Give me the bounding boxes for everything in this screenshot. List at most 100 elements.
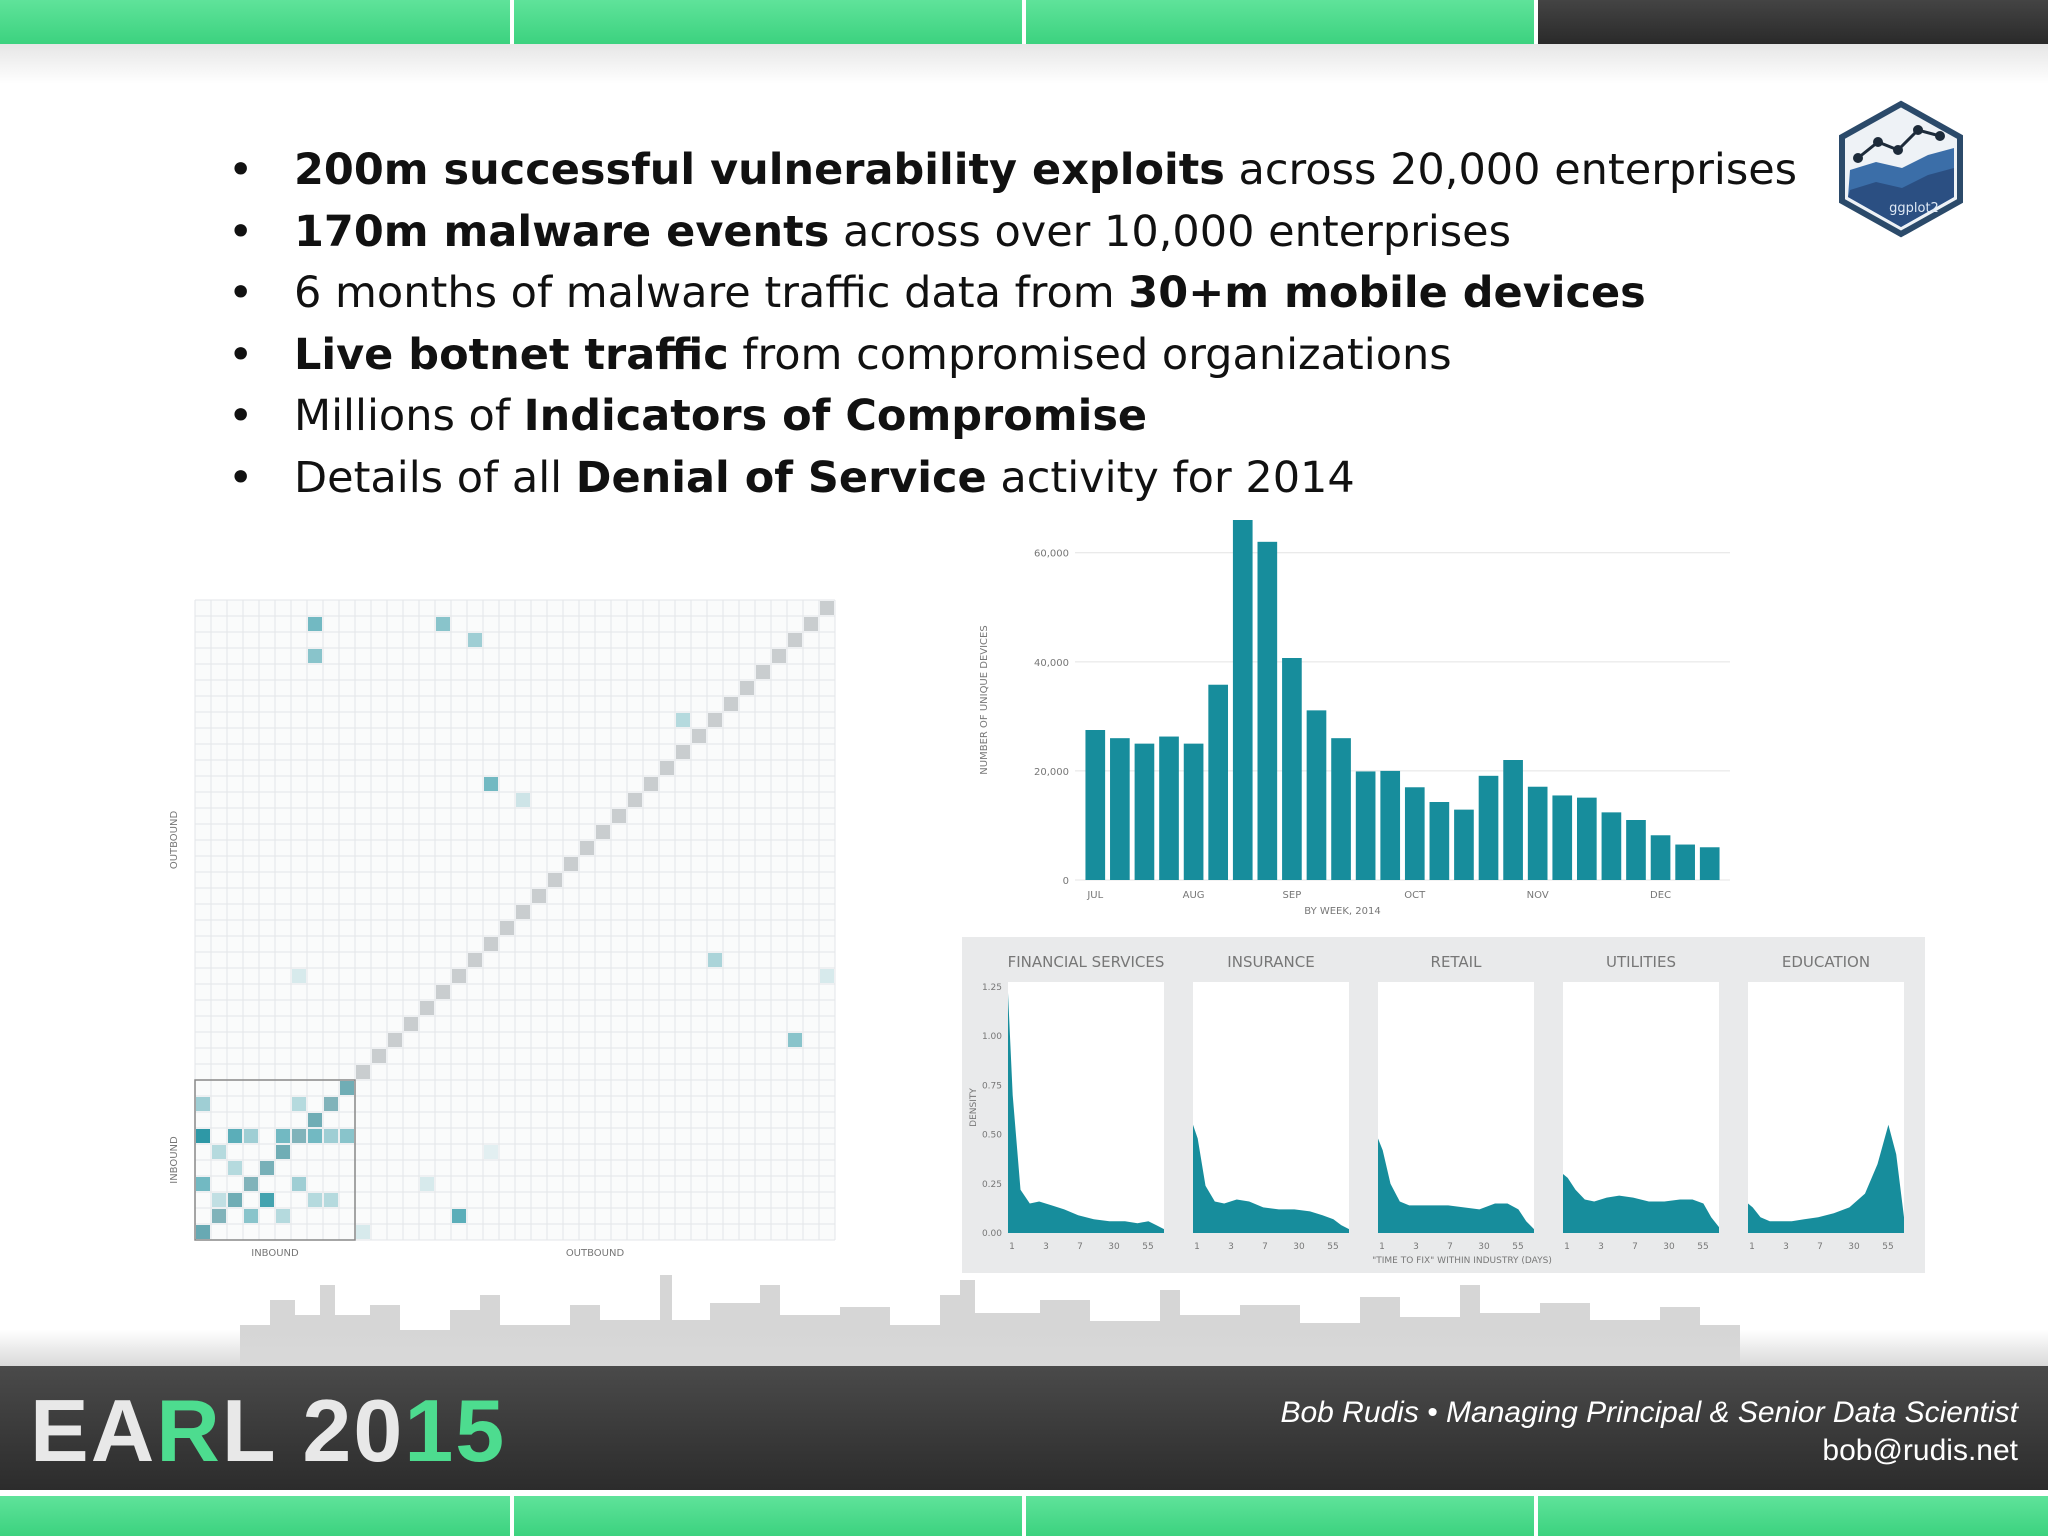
bar — [1159, 736, 1179, 880]
density-y-tick-label: 0.50 — [982, 1131, 1002, 1141]
event-brand: EARL 2015 — [30, 1386, 506, 1476]
bar — [1232, 520, 1253, 880]
bar — [1257, 541, 1278, 880]
top-accent-bar — [0, 0, 2048, 44]
bullet-text: from compromised organizations — [728, 329, 1452, 380]
matrix-diagonal-cell — [628, 793, 642, 807]
matrix-cell — [708, 953, 722, 967]
bar — [1454, 809, 1474, 880]
traffic-matrix-chart: INBOUND OUTBOUND OUTBOUND INBOUND — [169, 599, 836, 1259]
matrix-diagonal-cell — [596, 825, 610, 839]
matrix-cell — [228, 1193, 242, 1207]
density-panel-title: RETAIL — [1431, 953, 1483, 971]
matrix-cell — [436, 617, 450, 631]
density-x-axis-label: "TIME TO FIX" WITHIN INDUSTRY (DAYS) — [1372, 1256, 1552, 1266]
matrix-cell — [308, 617, 322, 631]
matrix-cell — [276, 1129, 290, 1143]
matrix-cell — [244, 1209, 258, 1223]
density-area — [1748, 1124, 1904, 1233]
matrix-cell — [212, 1193, 226, 1207]
matrix-diagonal-cell — [548, 873, 562, 887]
matrix-diagonal-cell — [468, 953, 482, 967]
matrix-diagonal-cell — [516, 905, 530, 919]
bottom-bar-segment — [0, 1496, 514, 1536]
density-x-tick-label: 7 — [1262, 1242, 1268, 1252]
density-y-axis-label: DENSITY — [969, 1088, 979, 1127]
density-x-tick-label: 55 — [1882, 1242, 1893, 1252]
matrix-cell — [308, 649, 322, 663]
matrix-diagonal-cell — [404, 1017, 418, 1031]
bar — [1331, 738, 1351, 880]
bullet-text: Millions of — [294, 391, 524, 441]
brand-text: EA — [30, 1381, 157, 1480]
bullet-text: 6 months of malware traffic data from — [294, 268, 1129, 318]
time-to-fix-density-chart: 0.00 0.25 0.50 0.75 1.00 1.25 DENSITY FINANCIAL… — [962, 937, 1925, 1273]
bar — [1478, 775, 1499, 880]
bar-x-tick-label: JUL — [1086, 890, 1103, 901]
bar-y-axis-label: NUMBER OF UNIQUE DEVICES — [979, 625, 990, 774]
matrix-diagonal-cell — [452, 969, 466, 983]
matrix-cell — [308, 1113, 322, 1127]
bar-x-tick-label: DEC — [1650, 890, 1671, 901]
bar-y-tick-label: 40,000 — [1034, 658, 1069, 669]
bar — [1503, 760, 1523, 880]
bar — [1601, 812, 1622, 880]
bar — [1183, 743, 1204, 880]
bar-y-tick-label: 60,000 — [1034, 549, 1069, 560]
density-x-tick-label: 55 — [1697, 1242, 1708, 1252]
matrix-cell — [212, 1145, 226, 1159]
matrix-cell — [292, 1177, 306, 1191]
density-y-tick-label: 0.00 — [982, 1229, 1002, 1239]
matrix-diagonal-cell — [500, 921, 514, 935]
matrix-diagonal-cell — [244, 1177, 258, 1191]
brand-text: L 20 — [221, 1381, 405, 1480]
matrix-diagonal-cell — [564, 857, 578, 871]
matrix-cell — [196, 1177, 210, 1191]
matrix-cell — [324, 1097, 338, 1111]
bar — [1085, 730, 1106, 880]
bottom-bar-segment — [1026, 1496, 1538, 1536]
density-y-tick-label: 0.75 — [982, 1081, 1002, 1091]
matrix-diagonal-cell — [532, 889, 546, 903]
density-x-tick-label: 30 — [1108, 1242, 1120, 1252]
density-area — [1008, 992, 1164, 1233]
bar-x-axis-label: BY WEEK, 2014 — [1304, 906, 1381, 917]
matrix-cell — [308, 1193, 322, 1207]
top-bar-segment — [1538, 0, 2048, 44]
bar — [1650, 835, 1671, 880]
x-axis-label-inbound: INBOUND — [251, 1248, 299, 1259]
density-area — [1378, 1138, 1534, 1233]
matrix-cell — [260, 1193, 274, 1207]
matrix-diagonal-cell — [660, 761, 674, 775]
density-x-tick-label: 30 — [1478, 1242, 1490, 1252]
density-area — [1193, 1124, 1349, 1233]
matrix-cell — [228, 1161, 242, 1175]
density-x-tick-label: 30 — [1293, 1242, 1305, 1252]
matrix-cell — [244, 1129, 258, 1143]
bullet-item: • 200m successful vulnerability exploits … — [228, 145, 1798, 195]
matrix-cell — [228, 1129, 242, 1143]
density-x-tick-label: 3 — [1228, 1242, 1234, 1252]
density-panel-title: EDUCATION — [1782, 953, 1870, 971]
density-x-tick-label: 30 — [1848, 1242, 1860, 1252]
bottom-accent-bar — [0, 1490, 2048, 1536]
bar — [1134, 743, 1155, 880]
matrix-cell — [676, 713, 690, 727]
matrix-diagonal-cell — [356, 1065, 370, 1079]
bottom-bar-segment — [1538, 1496, 2048, 1536]
density-x-tick-label: 3 — [1598, 1242, 1604, 1252]
speaker-email[interactable]: bob@rudis.net — [1822, 1434, 2018, 1467]
matrix-diagonal-cell — [292, 1129, 306, 1143]
bar — [1626, 820, 1646, 880]
bar — [1699, 847, 1720, 880]
matrix-cell — [324, 1129, 338, 1143]
matrix-cell — [292, 1129, 306, 1143]
matrix-diagonal-cell — [740, 681, 754, 695]
matrix-diagonal-cell — [580, 841, 594, 855]
density-x-tick-label: 1 — [1749, 1242, 1755, 1252]
x-axis-label-outbound: OUTBOUND — [566, 1248, 625, 1259]
matrix-cell — [196, 1129, 210, 1143]
y-axis-label-inbound: INBOUND — [169, 1136, 180, 1184]
density-x-tick-label: 1 — [1379, 1242, 1385, 1252]
matrix-cell — [276, 1145, 290, 1159]
